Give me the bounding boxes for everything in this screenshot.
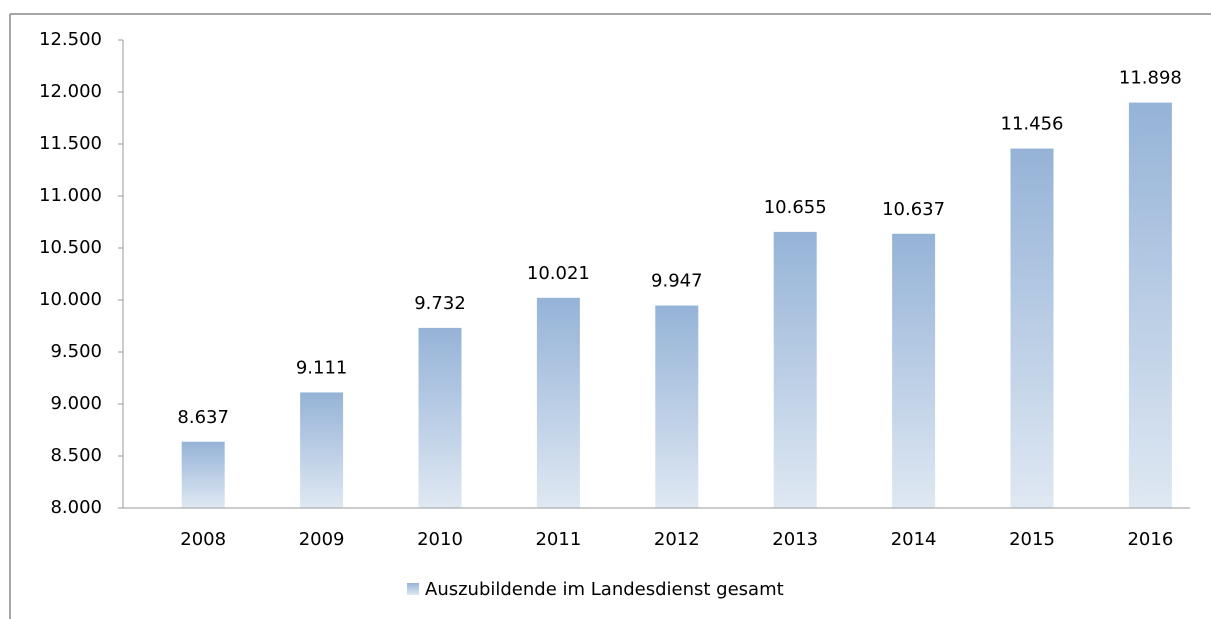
x-tick-label: 2010 [417,529,463,550]
bar [1010,148,1054,509]
legend-swatch [407,583,419,595]
x-tick-label: 2011 [535,529,581,550]
value-label: 11.456 [1001,114,1064,135]
y-tick-label: 9.500 [50,341,102,362]
y-tick-label: 8.500 [50,445,102,466]
value-label: 10.021 [527,263,590,284]
x-tick-label: 2015 [1009,529,1055,550]
x-tick-label: 2012 [654,529,700,550]
value-label: 11.898 [1119,68,1182,89]
bar [1128,102,1172,508]
value-label: 8.637 [177,407,229,428]
value-label: 9.111 [296,357,348,378]
y-tick-label: 8.000 [50,497,102,518]
y-tick-label: 10.000 [39,289,102,310]
value-label: 9.947 [651,271,703,292]
y-tick-label: 12.000 [39,81,102,102]
bar [773,231,817,508]
y-tick-label: 11.000 [39,185,102,206]
value-label: 9.732 [414,293,466,314]
value-label: 10.655 [764,197,827,218]
bar [300,392,344,508]
x-tick-label: 2013 [772,529,818,550]
y-tick-label: 11.500 [39,133,102,154]
bar [181,441,225,508]
bar [418,327,462,508]
bar [892,233,936,508]
bar [655,305,699,508]
legend-label: Auszubildende im Landesdienst gesamt [425,579,784,600]
y-tick-label: 12.500 [39,29,102,50]
x-tick-label: 2016 [1127,529,1173,550]
bar [536,297,580,508]
x-tick-label: 2009 [299,529,345,550]
x-tick-label: 2008 [180,529,226,550]
y-tick-label: 10.500 [39,237,102,258]
value-label: 10.637 [882,199,945,220]
y-tick-label: 9.000 [50,393,102,414]
x-tick-label: 2014 [891,529,937,550]
